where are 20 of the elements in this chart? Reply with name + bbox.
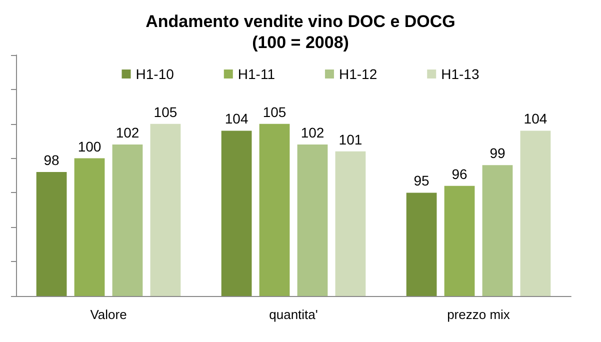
data-label: 102 [300,124,324,141]
data-label: 96 [452,166,468,182]
chart-title: Andamento vendite vino DOC e DOCG (100 = 2008) [146,12,456,52]
x-tick-label: prezzo mix [447,307,510,322]
legend-label: H1-13 [441,66,480,82]
data-label: 104 [524,110,548,127]
data-label: 95 [414,172,430,189]
data-label: 105 [154,104,178,120]
data-label: 99 [490,145,506,162]
legend-label: H1-10 [136,66,174,82]
data-label: 102 [116,124,140,141]
legend-label: H1-11 [238,66,276,82]
data-label: 101 [338,131,362,148]
data-label: 105 [262,104,286,120]
data-label: 98 [44,152,60,168]
x-tick-label: quantita' [269,307,318,322]
legend-label: H1-12 [338,66,378,82]
x-tick-label: Valore [90,307,127,322]
data-label: 104 [224,110,248,127]
data-label: 100 [78,138,102,154]
